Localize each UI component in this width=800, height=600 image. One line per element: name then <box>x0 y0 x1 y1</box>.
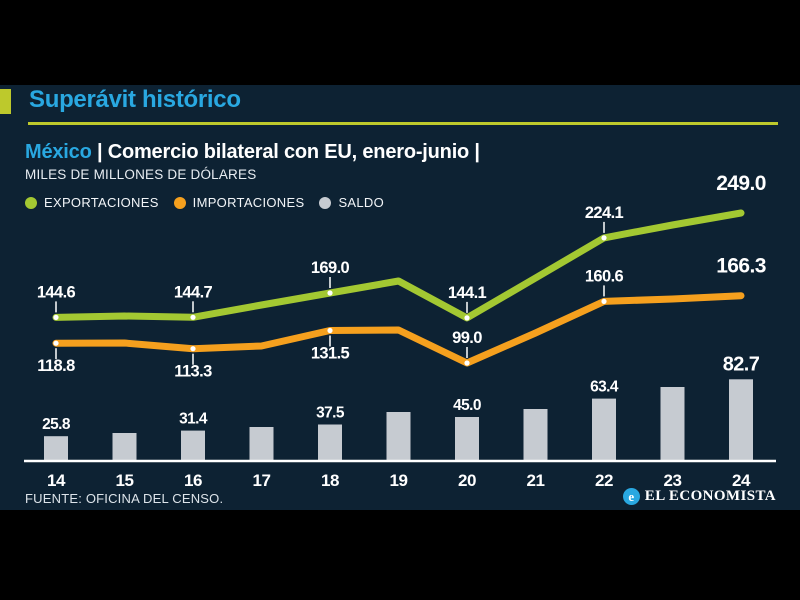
x-tick-label: 23 <box>664 471 682 490</box>
el-economista-logo-icon: e <box>622 488 640 505</box>
x-tick-label: 16 <box>184 471 202 490</box>
legend-label: EXPORTACIONES <box>44 195 159 210</box>
value-label-saldo: 37.5 <box>316 405 345 422</box>
data-point-dot <box>53 340 59 346</box>
value-label-saldo: 25.8 <box>42 416 71 433</box>
data-point-dot <box>327 290 333 296</box>
value-label-importaciones: 99.0 <box>452 329 482 347</box>
x-tick-label: 18 <box>321 471 339 490</box>
accent-rule <box>28 122 778 125</box>
legend-dot-icon <box>319 196 332 209</box>
legend-dot-icon <box>173 196 186 209</box>
x-tick-label: 19 <box>390 471 408 490</box>
chart-title-highlight: México <box>25 141 92 163</box>
x-tick-label: 14 <box>47 471 66 490</box>
value-label-saldo: 31.4 <box>179 411 208 428</box>
chart-panel: 14 15 16 17 18 19 20 21 22 23 24 144.6 144.7 169.0 144… <box>0 85 800 510</box>
brand-name: EL ECONOMISTA <box>644 488 776 504</box>
value-label-importaciones: 118.8 <box>37 357 75 375</box>
data-point-dot <box>53 314 59 320</box>
x-tick-label: 24 <box>732 471 751 490</box>
source-note: FUENTE: OFICINA DEL CENSO. <box>25 491 224 506</box>
legend-item-saldo: SALDO <box>319 195 384 210</box>
series-line-importaciones <box>52 292 745 367</box>
value-label-exportaciones: 144.6 <box>37 283 76 301</box>
value-label-saldo: 82.7 <box>723 353 760 375</box>
bar-saldo <box>660 387 685 462</box>
data-point-dot <box>601 235 607 241</box>
bar-saldo <box>249 427 274 462</box>
bar-saldo <box>318 424 342 462</box>
data-point-dot <box>190 314 196 320</box>
legend: EXPORTACIONES IMPORTACIONES SALDO <box>25 195 384 210</box>
value-label-importaciones: 160.6 <box>585 267 624 285</box>
value-label-importaciones: 166.3 <box>716 255 766 278</box>
data-point-dot <box>327 327 333 334</box>
legend-label: SALDO <box>338 195 385 210</box>
x-tick-label: 17 <box>253 471 271 490</box>
legend-item-exportaciones: EXPORTACIONES <box>25 195 159 210</box>
data-point-dot <box>464 360 470 366</box>
bar-saldo <box>44 436 68 462</box>
legend-item-importaciones: IMPORTACIONES <box>173 195 305 210</box>
chart-canvas: 14 15 16 17 18 19 20 21 22 23 24 144.6 144.7 169.0 144… <box>24 172 776 490</box>
x-tick-label: 21 <box>527 471 545 490</box>
bar-saldo <box>729 379 753 462</box>
value-label-importaciones: 131.5 <box>311 345 350 363</box>
kicker-title: Superávit histórico <box>29 86 241 113</box>
accent-square <box>0 89 11 114</box>
value-label-saldo: 45.0 <box>453 397 481 414</box>
bar-saldo <box>523 409 548 462</box>
value-label-saldo: 63.4 <box>590 379 619 396</box>
value-label-exportaciones: 249.0 <box>716 172 766 195</box>
bar-saldo <box>112 433 137 462</box>
value-label-exportaciones: 224.1 <box>585 204 624 222</box>
value-label-exportaciones: 144.1 <box>448 284 487 302</box>
data-point-dot <box>464 315 470 321</box>
bar-saldo <box>386 412 411 462</box>
series-line-exportaciones <box>52 209 745 322</box>
chart-title-rest: | Comercio bilateral con EU, enero-junio… <box>91 141 480 163</box>
value-label-importaciones: 113.3 <box>174 363 212 381</box>
brand: e EL ECONOMISTA <box>622 488 776 505</box>
value-label-exportaciones: 144.7 <box>174 283 213 301</box>
chart-title: México | Comercio bilateral con EU, ener… <box>25 141 480 164</box>
x-tick-label: 15 <box>116 471 134 490</box>
bar-saldo <box>592 398 616 462</box>
legend-dot-icon <box>25 196 37 209</box>
data-point-dot <box>601 298 607 304</box>
legend-label: IMPORTACIONES <box>192 195 305 210</box>
value-label-exportaciones: 169.0 <box>311 259 350 277</box>
bar-saldo <box>455 417 479 462</box>
x-tick-label: 22 <box>595 471 613 490</box>
data-point-dot <box>190 346 196 352</box>
chart-units-label: MILES DE MILLONES DE DÓLARES <box>25 167 257 182</box>
bar-saldo <box>181 430 205 462</box>
x-tick-label: 20 <box>458 471 476 490</box>
